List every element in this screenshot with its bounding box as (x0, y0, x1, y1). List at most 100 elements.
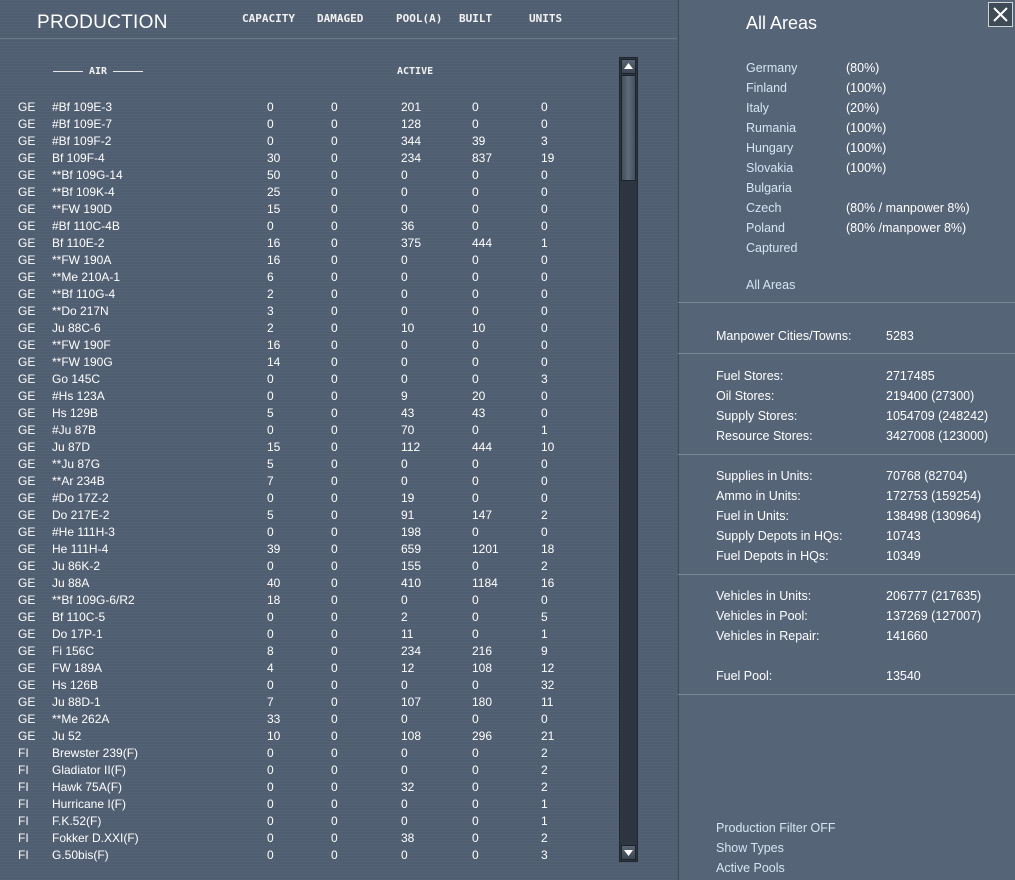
row-built: 216 (472, 644, 493, 658)
scrollbar[interactable] (619, 57, 638, 862)
table-row[interactable]: GE **Bf 109G-14 50 0 0 0 0 (0, 167, 615, 184)
section-air-heading[interactable]: AIR (47, 66, 149, 77)
table-row[interactable]: GE #Do 17Z-2 0 0 19 0 0 (0, 490, 615, 507)
table-row[interactable]: GE **Do 217N 3 0 0 0 0 (0, 303, 615, 320)
col-header-damaged[interactable]: DAMAGED (317, 12, 364, 25)
row-aircraft-name: **FW 190D (52, 202, 113, 216)
row-pool: 10 (401, 321, 415, 335)
col-header-built[interactable]: BUILT (459, 12, 493, 25)
table-row[interactable]: GE **FW 190D 15 0 0 0 0 (0, 201, 615, 218)
area-name[interactable]: Germany (746, 61, 798, 75)
area-name[interactable]: Hungary (746, 141, 794, 155)
table-row[interactable]: GE Hs 129B 5 0 43 43 0 (0, 405, 615, 422)
row-built: 180 (472, 695, 493, 709)
row-pool: 0 (401, 270, 408, 284)
table-row[interactable]: GE Bf 109F-4 30 0 234 837 19 (0, 150, 615, 167)
scroll-down-button[interactable] (621, 845, 636, 860)
scroll-thumb[interactable] (621, 75, 636, 181)
table-row[interactable]: FI Hurricane I(F) 0 0 0 0 1 (0, 796, 615, 813)
row-aircraft-name: **Ju 87G (52, 457, 101, 471)
area-name[interactable]: Rumania (746, 121, 797, 135)
table-row[interactable]: GE **FW 190G 14 0 0 0 0 (0, 354, 615, 371)
table-row[interactable]: FI Fokker D.XXI(F) 0 0 38 0 2 (0, 830, 615, 847)
table-row[interactable]: GE Ju 87D 15 0 112 444 10 (0, 439, 615, 456)
row-units: 9 (541, 644, 548, 658)
production-panel: PRODUCTION CAPACITY DAMAGED POOL(A) BUIL… (0, 0, 677, 880)
active-pools-toggle[interactable]: Active Pools (716, 861, 785, 875)
table-row[interactable]: GE **Ar 234B 7 0 0 0 0 (0, 473, 615, 490)
table-row[interactable]: GE Bf 110C-5 0 0 2 0 5 (0, 609, 615, 626)
table-row[interactable]: GE Ju 52 10 0 108 296 21 (0, 728, 615, 745)
table-row[interactable]: GE #Hs 123A 0 0 9 20 0 (0, 388, 615, 405)
table-row[interactable]: FI Gladiator II(F) 0 0 0 0 2 (0, 762, 615, 779)
area-name[interactable]: Captured (746, 241, 798, 255)
row-built: 0 (472, 100, 479, 114)
table-row[interactable]: FI G.50bis(F) 0 0 0 0 3 (0, 847, 615, 864)
stat-label: Supply Depots in HQs: (716, 529, 843, 543)
production-filter-toggle[interactable]: Production Filter OFF (716, 821, 836, 835)
table-row[interactable]: GE Do 217E-2 5 0 91 147 2 (0, 507, 615, 524)
table-row[interactable]: GE #Ju 87B 0 0 70 0 1 (0, 422, 615, 439)
row-capacity: 4 (267, 661, 274, 675)
row-built: 444 (472, 440, 493, 454)
col-header-units[interactable]: UNITS (529, 12, 563, 25)
scroll-up-button[interactable] (621, 59, 636, 74)
col-header-capacity[interactable]: CAPACITY (242, 12, 295, 25)
table-row[interactable]: GE #Bf 109E-7 0 0 128 0 0 (0, 116, 615, 133)
table-row[interactable]: GE **FW 190A 16 0 0 0 0 (0, 252, 615, 269)
row-units: 0 (541, 202, 548, 216)
table-row[interactable]: FI Brewster 239(F) 0 0 0 0 2 (0, 745, 615, 762)
table-row[interactable]: GE **Ju 87G 5 0 0 0 0 (0, 456, 615, 473)
row-capacity: 0 (267, 559, 274, 573)
table-row[interactable]: GE Hs 126B 0 0 0 0 32 (0, 677, 615, 694)
table-row[interactable]: GE #Bf 109E-3 0 0 201 0 0 (0, 99, 615, 116)
table-row[interactable]: FI F.K.52(F) 0 0 0 0 1 (0, 813, 615, 830)
table-row[interactable]: GE **FW 190F 16 0 0 0 0 (0, 337, 615, 354)
table-row[interactable]: GE FW 189A 4 0 12 108 12 (0, 660, 615, 677)
table-row[interactable]: GE Go 145C 0 0 0 0 3 (0, 371, 615, 388)
table-row[interactable]: GE #He 111H-3 0 0 198 0 0 (0, 524, 615, 541)
row-pool: 38 (401, 831, 415, 845)
row-nation: GE (18, 287, 36, 301)
table-row[interactable]: GE He 111H-4 39 0 659 1201 18 (0, 541, 615, 558)
table-row[interactable]: GE **Me 262A 33 0 0 0 0 (0, 711, 615, 728)
table-row[interactable]: GE **Bf 109K-4 25 0 0 0 0 (0, 184, 615, 201)
row-built: 0 (472, 253, 479, 267)
row-aircraft-name: Hawk 75A(F) (52, 780, 123, 794)
table-row[interactable]: FI Hawk 75A(F) 0 0 32 0 2 (0, 779, 615, 796)
row-damaged: 0 (331, 848, 338, 862)
table-row[interactable]: GE Ju 88C-6 2 0 10 10 0 (0, 320, 615, 337)
table-row[interactable]: GE **Me 210A-1 6 0 0 0 0 (0, 269, 615, 286)
all-areas-link[interactable]: All Areas (746, 278, 796, 292)
close-button[interactable] (988, 2, 1013, 27)
table-row[interactable]: GE **Bf 109G-6/R2 18 0 0 0 0 (0, 592, 615, 609)
row-pool: 0 (401, 848, 408, 862)
show-types-toggle[interactable]: Show Types (716, 841, 784, 855)
table-row[interactable]: GE Fi 156C 8 0 234 216 9 (0, 643, 615, 660)
row-pool: 19 (401, 491, 415, 505)
table-row[interactable]: GE Bf 110E-2 16 0 375 444 1 (0, 235, 615, 252)
area-name[interactable]: Slovakia (746, 161, 794, 175)
section-active-label[interactable]: ACTIVE (397, 66, 434, 77)
row-aircraft-name: #Bf 109E-7 (52, 117, 113, 131)
area-name[interactable]: Finland (746, 81, 787, 95)
table-row[interactable]: GE Do 17P-1 0 0 11 0 1 (0, 626, 615, 643)
table-row[interactable]: GE #Bf 109F-2 0 0 344 39 3 (0, 133, 615, 150)
area-name[interactable]: Czech (746, 201, 782, 215)
table-row[interactable]: GE Ju 88D-1 7 0 107 180 11 (0, 694, 615, 711)
row-aircraft-name: Do 217E-2 (52, 508, 110, 522)
table-row[interactable]: GE Ju 86K-2 0 0 155 0 2 (0, 558, 615, 575)
area-name[interactable]: Poland (746, 221, 785, 235)
row-pool: 0 (401, 304, 408, 318)
row-pool: 0 (401, 185, 408, 199)
table-row[interactable]: GE **Bf 110G-4 2 0 0 0 0 (0, 286, 615, 303)
area-name[interactable]: Bulgaria (746, 181, 792, 195)
col-header-pool[interactable]: POOL(A) (396, 12, 443, 25)
row-capacity: 16 (267, 236, 281, 250)
table-row[interactable]: GE Ju 88A 40 0 410 1184 16 (0, 575, 615, 592)
row-built: 0 (472, 202, 479, 216)
area-name[interactable]: Italy (746, 101, 769, 115)
area-percent: (20%) (846, 101, 880, 115)
table-row[interactable]: GE #Bf 110C-4B 0 0 36 0 0 (0, 218, 615, 235)
row-built: 0 (472, 763, 479, 777)
